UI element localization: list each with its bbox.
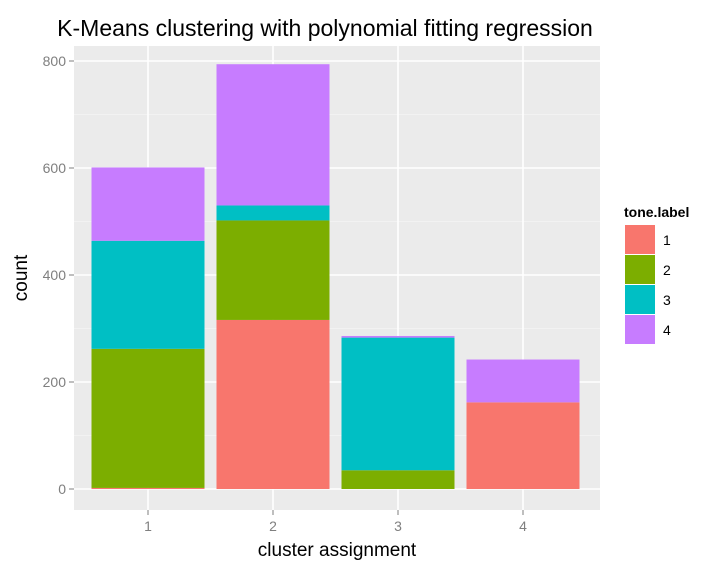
x-axis-title: cluster assignment xyxy=(258,540,417,561)
legend: tone.label 1 2 3 4 xyxy=(624,204,689,344)
bar-segment xyxy=(466,359,580,403)
bar-segment xyxy=(216,319,330,489)
bar-segment xyxy=(341,470,455,489)
bars xyxy=(91,64,580,489)
legend-key xyxy=(625,225,655,254)
x-tick-label: 2 xyxy=(269,518,277,534)
legend-key xyxy=(625,315,655,344)
y-tick-label: 0 xyxy=(58,481,66,497)
y-axis-title: count xyxy=(11,254,32,301)
legend-key xyxy=(625,255,655,284)
bar-segment xyxy=(91,167,205,241)
legend-title: tone.label xyxy=(624,204,689,220)
y-tick-label: 600 xyxy=(43,160,67,176)
bar-segment xyxy=(91,487,205,489)
x-tick-label: 1 xyxy=(144,518,152,534)
bar-segment xyxy=(91,240,205,349)
x-tick-label: 3 xyxy=(394,518,402,534)
y-tick-label: 800 xyxy=(43,53,67,69)
y-tick-label: 200 xyxy=(43,374,67,390)
bar-segment xyxy=(341,335,455,338)
bar-segment xyxy=(91,348,205,488)
x-tick-label: 4 xyxy=(519,518,527,534)
legend-label: 2 xyxy=(663,262,671,278)
bar-segment xyxy=(341,337,455,471)
bar-segment xyxy=(216,205,330,221)
bar-segment xyxy=(216,220,330,320)
legend-label: 4 xyxy=(663,322,671,338)
y-axis: 0 200 400 600 800 xyxy=(43,53,74,497)
chart-title: K-Means clustering with polynomial fitti… xyxy=(57,15,593,41)
legend-key xyxy=(625,285,655,314)
x-axis: 1 2 3 4 xyxy=(144,510,527,534)
bar-segment xyxy=(216,64,330,206)
legend-label: 1 xyxy=(663,232,671,248)
legend-label: 3 xyxy=(663,292,671,308)
bar-segment xyxy=(466,402,580,489)
y-tick-label: 400 xyxy=(43,267,67,283)
